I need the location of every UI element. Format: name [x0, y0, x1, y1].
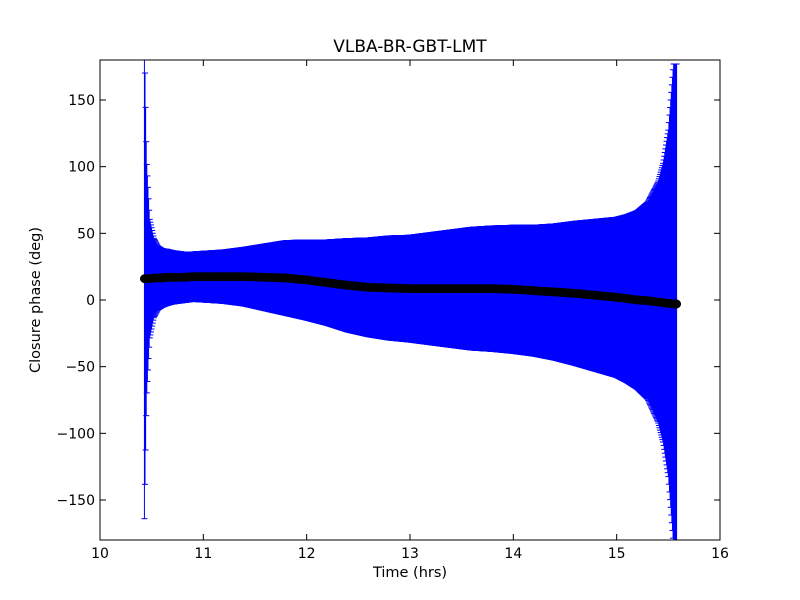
plot-frame: [99, 59, 721, 541]
marker-layer: [139, 272, 682, 309]
x-tick-label: 11: [194, 546, 212, 562]
y-axis-label: Closure phase (deg): [28, 227, 44, 373]
x-tick-labels: 10 11 12 13 14 15 16: [91, 546, 729, 562]
x-tick-label: 13: [401, 546, 419, 562]
y-tick-label: 50: [77, 226, 95, 242]
y-tick-label: −50: [65, 360, 95, 376]
data-layer: [139, 60, 682, 540]
chart-title: VLBA-BR-GBT-LMT: [333, 37, 487, 57]
y-tick-label: 150: [68, 93, 95, 109]
y-tick-label: −150: [57, 493, 95, 509]
x-axis-label: Time (hrs): [372, 565, 447, 581]
data-point: [672, 299, 682, 309]
y-tick-labels: −150 −100 −50 0 50 100 150: [57, 93, 95, 509]
x-tick-label: 15: [608, 546, 626, 562]
y-tick-label: 100: [68, 160, 95, 176]
y-tick-label: 0: [86, 293, 95, 309]
x-tick-label: 14: [504, 546, 522, 562]
y-tick-label: −100: [57, 426, 95, 442]
x-tick-label: 10: [91, 546, 109, 562]
x-tick-label: 16: [711, 546, 729, 562]
x-tick-label: 12: [298, 546, 316, 562]
